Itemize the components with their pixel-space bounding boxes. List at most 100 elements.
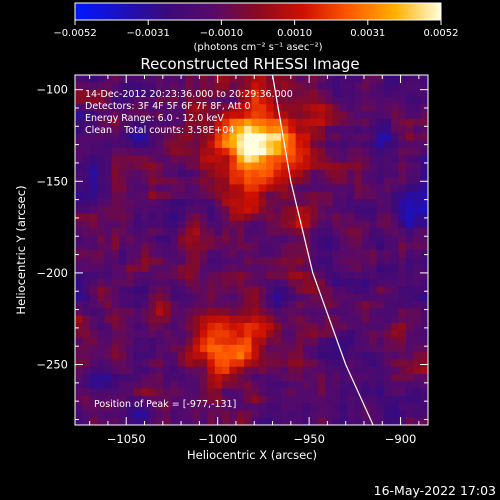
heatmap-cell (185, 344, 194, 353)
heatmap-cell (361, 337, 370, 346)
heatmap-cell (273, 191, 282, 200)
heatmap-cell (170, 308, 179, 317)
heatmap-cell (155, 177, 164, 185)
heatmap-cell (89, 352, 98, 360)
heatmap-cell (273, 403, 282, 412)
heatmap-cell (133, 169, 142, 178)
heatmap-cell (192, 213, 201, 222)
heatmap-cell (405, 337, 414, 346)
heatmap-cell (155, 220, 164, 229)
heatmap-cell (413, 315, 422, 324)
heatmap-cell (273, 162, 282, 171)
heatmap-cell (405, 228, 414, 237)
heatmap-cell (383, 352, 392, 360)
heatmap-cell (325, 75, 333, 83)
heatmap-cell (302, 286, 311, 295)
heatmap-cell (413, 206, 422, 215)
heatmap-cell (302, 410, 311, 419)
heatmap-cell (126, 293, 135, 302)
heatmap-cell (361, 322, 370, 331)
heatmap-cell (251, 242, 260, 251)
heatmap-cell (148, 96, 157, 105)
heatmap-cell (111, 337, 120, 346)
heatmap-cell (200, 89, 208, 98)
heatmap-cell (222, 344, 231, 353)
heatmap-cell (148, 250, 157, 258)
heatmap-cell (288, 75, 297, 83)
heatmap-cell (185, 133, 194, 142)
heatmap-cell (332, 75, 341, 83)
heatmap-cell (214, 417, 223, 425)
heatmap-cell (376, 301, 385, 309)
heatmap-cell (133, 184, 142, 193)
heatmap-cell (97, 220, 106, 229)
heatmap-cell (325, 111, 333, 120)
heatmap-cell (244, 169, 253, 178)
heatmap-cell (141, 162, 150, 171)
heatmap-cell (413, 330, 422, 339)
heatmap-cell (376, 359, 385, 368)
heatmap-cell (383, 206, 392, 215)
heatmap-cell (177, 359, 186, 368)
heatmap-cell (288, 388, 297, 397)
info-block: 14-Dec-2012 20:23:36.000 to 20:29:36.000… (85, 89, 293, 136)
heatmap-cell (413, 403, 422, 412)
heatmap-cell (133, 286, 142, 295)
heatmap-cell (310, 184, 319, 193)
heatmap-cell (310, 337, 319, 346)
heatmap-cell (104, 228, 113, 237)
heatmap-cell (420, 235, 428, 244)
heatmap-cell (75, 75, 83, 83)
heatmap-cell (347, 82, 356, 91)
heatmap-cell (192, 75, 201, 83)
heatmap-cell (236, 315, 245, 324)
heatmap-cell (383, 293, 392, 302)
heatmap-cell (148, 191, 157, 200)
heatmap-cell (222, 373, 231, 382)
heatmap-cell (280, 184, 289, 193)
heatmap-cell (288, 198, 297, 207)
heatmap-cell (288, 293, 297, 302)
heatmap-cell (200, 184, 208, 193)
heatmap-cell (200, 133, 208, 142)
heatmap-cell (126, 111, 135, 120)
heatmap-cell (222, 104, 231, 113)
heatmap-cell (89, 104, 98, 113)
heatmap-cell (266, 271, 275, 280)
heatmap-cell (273, 126, 282, 134)
heatmap-cell (119, 286, 128, 295)
heatmap-cell (236, 293, 245, 302)
heatmap-cell (361, 403, 370, 412)
heatmap-cell (391, 104, 400, 113)
heatmap-cell (398, 330, 407, 339)
heatmap-cell (413, 359, 422, 368)
heatmap-cell (111, 177, 120, 185)
heatmap-cell (354, 126, 363, 134)
heatmap-cell (339, 352, 348, 360)
heatmap-cell (185, 286, 194, 295)
heatmap-cell (126, 104, 135, 113)
heatmap-cell (295, 301, 304, 309)
heatmap-cell (200, 344, 208, 353)
heatmap-cell (332, 162, 341, 171)
heatmap-cell (398, 235, 407, 244)
heatmap-cell (369, 359, 378, 368)
heatmap-cell (295, 104, 304, 113)
heatmap-cell (420, 126, 428, 134)
heatmap-cell (369, 118, 378, 127)
heatmap-cell (244, 147, 253, 156)
heatmap-cell (391, 337, 400, 346)
heatmap-cell (244, 359, 253, 368)
heatmap-cell (266, 220, 275, 229)
heatmap-cell (295, 140, 304, 149)
heatmap-cell (354, 111, 363, 120)
heatmap-cell (310, 191, 319, 200)
heatmap-cell (141, 352, 150, 360)
heatmap-cell (413, 271, 422, 280)
heatmap-cell (170, 337, 179, 346)
heatmap-cell (273, 322, 282, 331)
heatmap-cell (339, 337, 348, 346)
heatmap-cell (97, 198, 106, 207)
heatmap-cell (273, 228, 282, 237)
heatmap-cell (155, 359, 164, 368)
